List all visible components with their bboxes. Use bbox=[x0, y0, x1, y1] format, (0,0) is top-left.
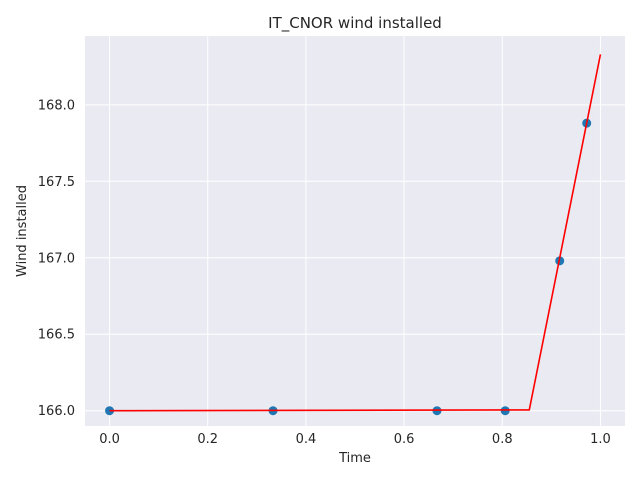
y-tick-label: 167.0 bbox=[38, 251, 75, 266]
fit-line bbox=[109, 54, 602, 412]
x-axis-label: Time bbox=[338, 451, 371, 466]
chart-title: IT_CNOR wind installed bbox=[268, 14, 442, 33]
x-tick-label: 0.2 bbox=[197, 432, 218, 447]
x-tick-label: 0.0 bbox=[99, 432, 120, 447]
tick-labels: 0.0 0.2 0.4 0.6 0.8 1.0 166.0 166.5 167.0 167.5 16… bbox=[38, 98, 611, 447]
y-tick-label: 166.0 bbox=[38, 404, 75, 419]
y-tick-label: 166.5 bbox=[38, 328, 75, 343]
x-tick-label: 0.6 bbox=[394, 432, 415, 447]
x-tick-label: 1.0 bbox=[590, 432, 611, 447]
plot-area bbox=[85, 36, 625, 426]
x-tick-label: 0.8 bbox=[492, 432, 513, 447]
y-axis-label: Wind installed bbox=[15, 185, 30, 277]
y-tick-label: 167.5 bbox=[38, 175, 75, 190]
x-tick-label: 0.4 bbox=[296, 432, 317, 447]
series bbox=[105, 54, 602, 416]
y-tick-label: 168.0 bbox=[38, 98, 75, 113]
